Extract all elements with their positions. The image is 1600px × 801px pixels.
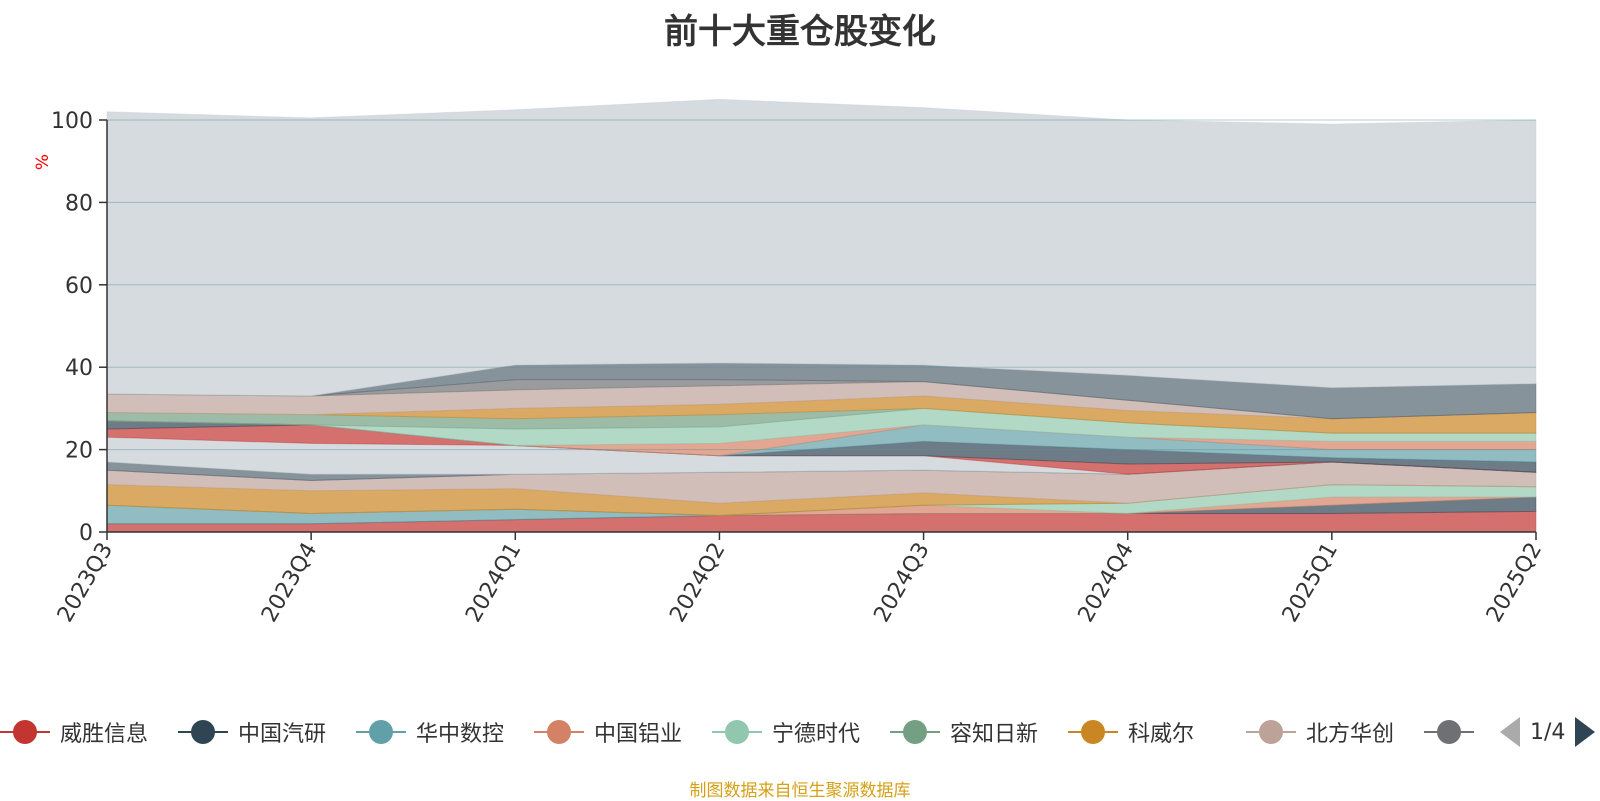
grid-lines	[107, 119, 1536, 451]
legend-label: 科威尔	[1128, 722, 1195, 747]
x-tick-label: 2025Q2	[1482, 539, 1547, 627]
legend-item[interactable]: 北方华创	[1246, 712, 1394, 752]
y-axis-unit-label: %	[33, 154, 53, 170]
legend-page-indicator: 1/4	[1530, 719, 1566, 745]
legend-item[interactable]: 中国铝业	[534, 712, 682, 752]
y-tick-label: 80	[65, 191, 93, 216]
legend-marker-icon	[1068, 719, 1118, 745]
legend-pager: 1/4	[1500, 712, 1596, 752]
x-tick-label: 2023Q4	[257, 539, 322, 627]
y-tick-label: 100	[51, 109, 93, 134]
legend-item[interactable]: 威胜信息	[0, 712, 148, 752]
series-area-10[interactable]	[106, 436, 1537, 475]
y-tick-label: 40	[65, 356, 93, 381]
legend-label: 威胜信息	[60, 722, 149, 747]
x-tick-label: 2023Q3	[53, 539, 118, 627]
legend-label: 华中数控	[416, 722, 505, 747]
legend-marker-icon	[1424, 719, 1474, 745]
legend-label: 中国铝业	[594, 722, 683, 747]
legend-item[interactable]: 鸣志电器	[1424, 712, 1480, 752]
legend-label: 中国汽研	[238, 722, 327, 747]
legend-marker-icon	[1246, 719, 1296, 745]
series-area-4[interactable]	[106, 484, 1537, 517]
y-tick-label: 20	[65, 439, 93, 464]
x-tick-label: 2024Q2	[665, 539, 730, 627]
series-area-15[interactable]	[106, 407, 1537, 447]
x-tick-label: 2025Q1	[1278, 539, 1343, 627]
legend-label: 容知日新	[950, 722, 1039, 747]
chart-title: 前十大重仓股变化	[664, 12, 936, 52]
legend-marker-icon	[0, 719, 50, 745]
chart-plot: 0 20 40 60 80 100 2023Q3 2023Q4 2024Q1 2024Q2 2024…	[33, 98, 1547, 627]
legend-label: 北方华创	[1306, 722, 1395, 747]
x-tick-label: 2024Q4	[1074, 539, 1139, 627]
legend-next-page-icon[interactable]	[1575, 717, 1596, 747]
legend-item[interactable]: 容知日新	[890, 712, 1038, 752]
x-tick-label: 2024Q1	[461, 539, 526, 627]
series-area-14[interactable]	[106, 420, 1537, 457]
source-note: 制图数据来自恒生聚源数据库	[689, 781, 911, 801]
legend-marker-icon	[356, 719, 406, 745]
y-tick-label: 0	[79, 521, 93, 546]
series-area-11[interactable]	[106, 424, 1537, 475]
series-area-7[interactable]	[106, 461, 1537, 504]
legend-marker-icon	[178, 719, 228, 745]
legend-label: 宁德时代	[772, 722, 861, 747]
series-area-17[interactable]	[106, 395, 1537, 434]
series-areas	[106, 98, 1537, 533]
legend-marker-icon	[712, 719, 762, 745]
legend-marker-icon	[534, 719, 584, 745]
y-tick-label: 60	[65, 274, 93, 299]
legend-item[interactable]: 中国汽研	[178, 712, 326, 752]
legend-item[interactable]: 华中数控	[356, 712, 504, 752]
x-tick-label: 2024Q3	[869, 539, 934, 627]
legend-marker-icon	[890, 719, 940, 745]
legend-item[interactable]: 宁德时代	[712, 712, 860, 752]
legend-item[interactable]: 科威尔	[1068, 712, 1194, 752]
series-area-21[interactable]	[106, 98, 1537, 397]
series-area-13[interactable]	[106, 420, 1537, 463]
legend-prev-page-icon[interactable]	[1500, 717, 1520, 747]
legend: 威胜信息 中国汽研 华中数控 中国铝业 宁德时代 容知日新 科威尔 北方华创 鸣志电器	[0, 712, 1480, 752]
